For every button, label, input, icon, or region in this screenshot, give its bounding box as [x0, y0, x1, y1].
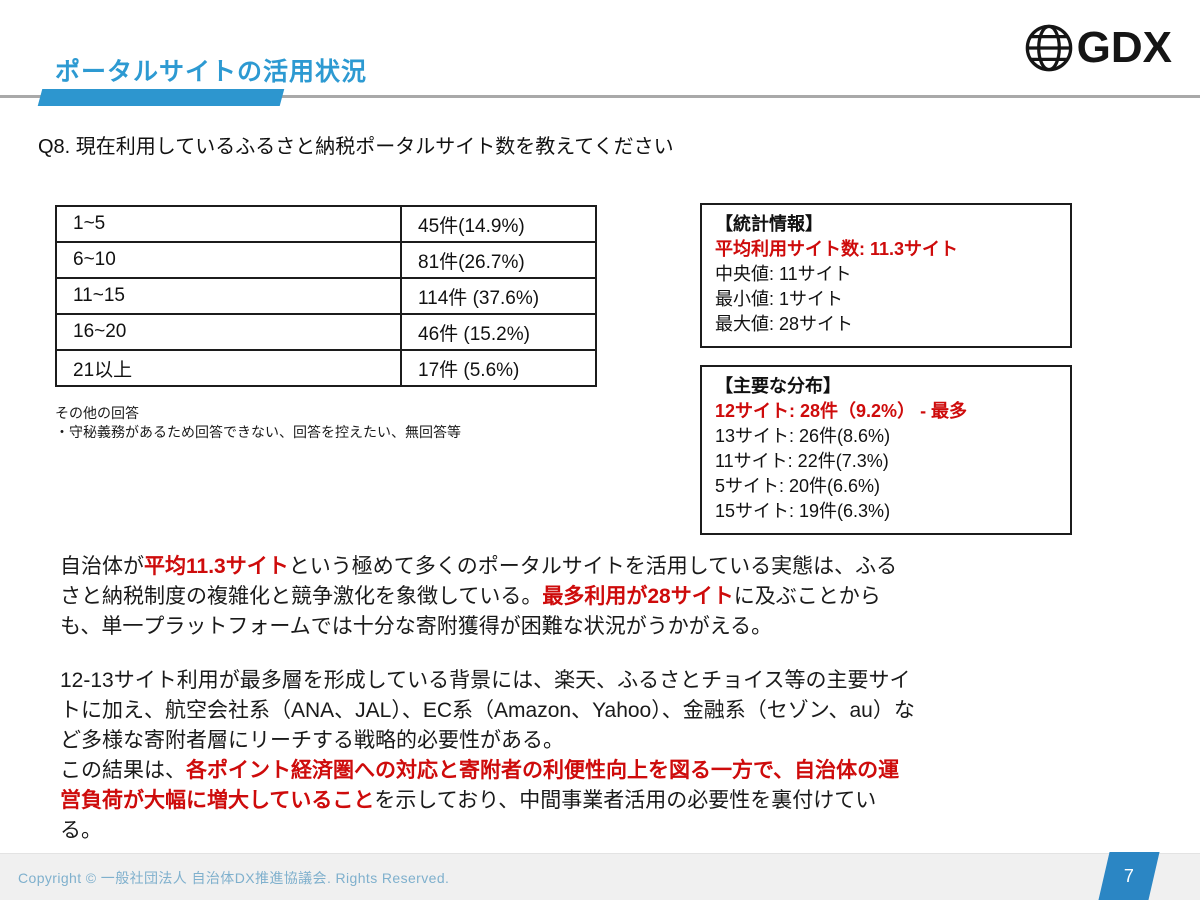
analysis-text: に及ぶことからも、単一プラットフォームでは十分な寄附獲得が困難な状況がうかがえる… — [60, 585, 881, 638]
table-row: 6~10 81件(26.7%) — [55, 241, 597, 279]
range-cell: 1~5 — [55, 205, 402, 243]
copyright-text: Copyright © 一般社団法人 自治体DX推進協議会. Rights Re… — [18, 870, 450, 886]
distribution-line: 5サイト: 20件(6.6%) — [715, 476, 881, 496]
logo-text: GDX — [1076, 23, 1172, 72]
note-line: その他の回答 — [55, 405, 139, 421]
analysis-text: という極めて多くのポータルサイトを活用している実態は、ふるさと納税制度の複雑化と… — [60, 555, 898, 608]
red-highlight-text: 平均11.3サイト — [144, 555, 289, 578]
distribution-line: 13サイト: 26件(8.6%) — [715, 426, 891, 446]
stats-line: 最大値: 28サイト — [715, 314, 854, 334]
analysis-paragraph-2: 12-13サイト利用が最多層を形成している背景には、楽天、ふるさとチョイス等の主… — [60, 666, 916, 846]
page-number-badge: 7 — [1098, 852, 1160, 900]
page-number: 7 — [1123, 865, 1134, 886]
analysis-text: を示しており、中間事業者活用の必要性を裏付けている。 — [60, 789, 877, 842]
note-line: ・守秘義務があるため回答できない、回答を控えたい、無回答等 — [55, 424, 461, 440]
footer-bar: Copyright © 一般社団法人 自治体DX推進協議会. Rights Re… — [0, 852, 1200, 900]
range-cell: 16~20 — [55, 313, 402, 351]
stats-highlight: 平均利用サイト数: 11.3サイト — [715, 239, 959, 259]
stats-box-title: 【統計情報】 — [715, 214, 823, 234]
red-highlight-text: 各ポイント経済圏への対応と寄附者の利便性向上を図る一方で、自治体の運営負荷が大幅… — [60, 759, 900, 812]
table-row: 1~5 45件(14.9%) — [55, 205, 597, 243]
distribution-line: 11サイト: 22件(7.3%) — [715, 451, 889, 471]
question-heading: Q8. 現在利用しているふるさと納税ポータルサイト数を教えてください — [38, 136, 674, 158]
table-row: 11~15 114件 (37.6%) — [55, 277, 597, 315]
globe-icon — [1023, 22, 1075, 74]
stats-line: 中央値: 11サイト — [715, 264, 852, 284]
analysis-paragraph-1: 自治体が平均11.3サイトという極めて多くのポータルサイトを活用している実態は、… — [60, 552, 916, 642]
stats-line: 最小値: 1サイト — [715, 289, 844, 309]
title-accent-bar — [37, 89, 285, 106]
title-rule-line — [0, 95, 1200, 98]
analysis-text: 12-13サイト利用が最多層を形成している背景には、楽天、ふるさとチョイス等の主… — [60, 669, 915, 752]
red-highlight-text: 最多利用が28サイト — [542, 585, 734, 608]
distribution-highlight: 12サイト: 28件（9.2%） - 最多 — [715, 401, 968, 421]
portal-count-table: 1~5 45件(14.9%) 6~10 81件(26.7%) 11~15 114… — [55, 205, 597, 387]
page-title: ポータルサイトの活用状況 — [55, 58, 368, 86]
stats-box: 【統計情報】 平均利用サイト数: 11.3サイト 中央値: 11サイト 最小値:… — [700, 203, 1072, 348]
distribution-line: 15サイト: 19件(6.3%) — [715, 501, 891, 521]
analysis-text: この結果は、 — [60, 759, 186, 782]
table-row: 16~20 46件 (15.2%) — [55, 313, 597, 351]
distribution-box-title: 【主要な分布】 — [715, 376, 841, 396]
range-cell: 6~10 — [55, 241, 402, 279]
range-cell: 21以上 — [55, 349, 402, 387]
table-row: 21以上 17件 (5.6%) — [55, 349, 597, 387]
count-cell: 81件(26.7%) — [400, 241, 597, 279]
gdx-logo: GDX — [1023, 22, 1172, 74]
analysis-text: 自治体が — [60, 555, 144, 578]
count-cell: 17件 (5.6%) — [400, 349, 597, 387]
range-cell: 11~15 — [55, 277, 402, 315]
count-cell: 46件 (15.2%) — [400, 313, 597, 351]
other-answers-note: その他の回答 ・守秘義務があるため回答できない、回答を控えたい、無回答等 — [55, 404, 461, 442]
count-cell: 114件 (37.6%) — [400, 277, 597, 315]
distribution-box: 【主要な分布】 12サイト: 28件（9.2%） - 最多 13サイト: 26件… — [700, 365, 1072, 535]
count-cell: 45件(14.9%) — [400, 205, 597, 243]
